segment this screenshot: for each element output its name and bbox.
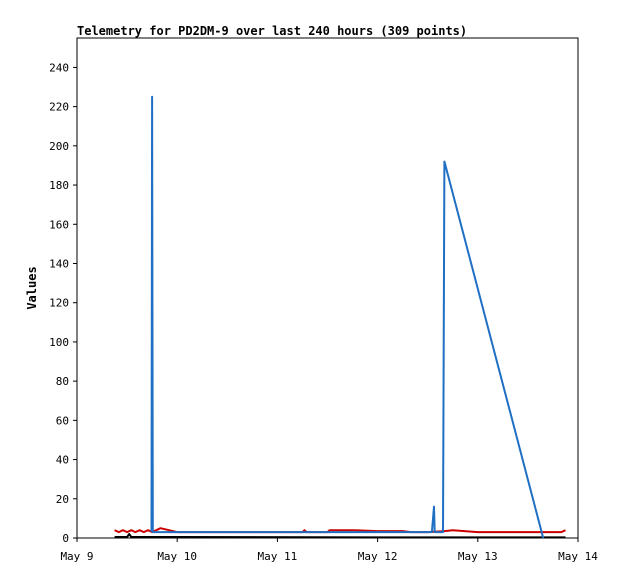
y-tick-label: 200 [49,140,69,153]
y-tick-label: 240 [49,61,69,74]
y-tick-label: 0 [62,532,69,545]
x-tick-label: May 12 [358,550,398,563]
y-tick-label: 140 [49,257,69,270]
y-tick-label: 120 [49,297,69,310]
y-axis-label: Values [25,266,39,309]
y-tick-label: 160 [49,218,69,231]
y-tick-label: 220 [49,101,69,114]
y-tick-label: 180 [49,179,69,192]
x-axis: May 9 May 10 May 11 May 12 May 13 May 14 [60,538,598,563]
y-axis: 0 20 40 60 80 100 120 140 160 180 200 220 240 [49,61,77,545]
x-tick-label: May 14 [558,550,598,563]
y-tick-label: 20 [56,493,69,506]
x-tick-label: May 9 [60,550,93,563]
y-tick-label: 60 [56,414,69,427]
series-layer [114,95,566,539]
series-line-2 [114,533,566,539]
series-line-3 [150,95,545,539]
chart-title: Telemetry for PD2DM-9 over last 240 hour… [77,24,467,38]
x-tick-label: May 13 [458,550,498,563]
x-tick-label: May 10 [157,550,197,563]
y-tick-label: 40 [56,454,69,467]
y-tick-label: 80 [56,375,69,388]
y-tick-label: 100 [49,336,69,349]
x-tick-label: May 11 [258,550,298,563]
